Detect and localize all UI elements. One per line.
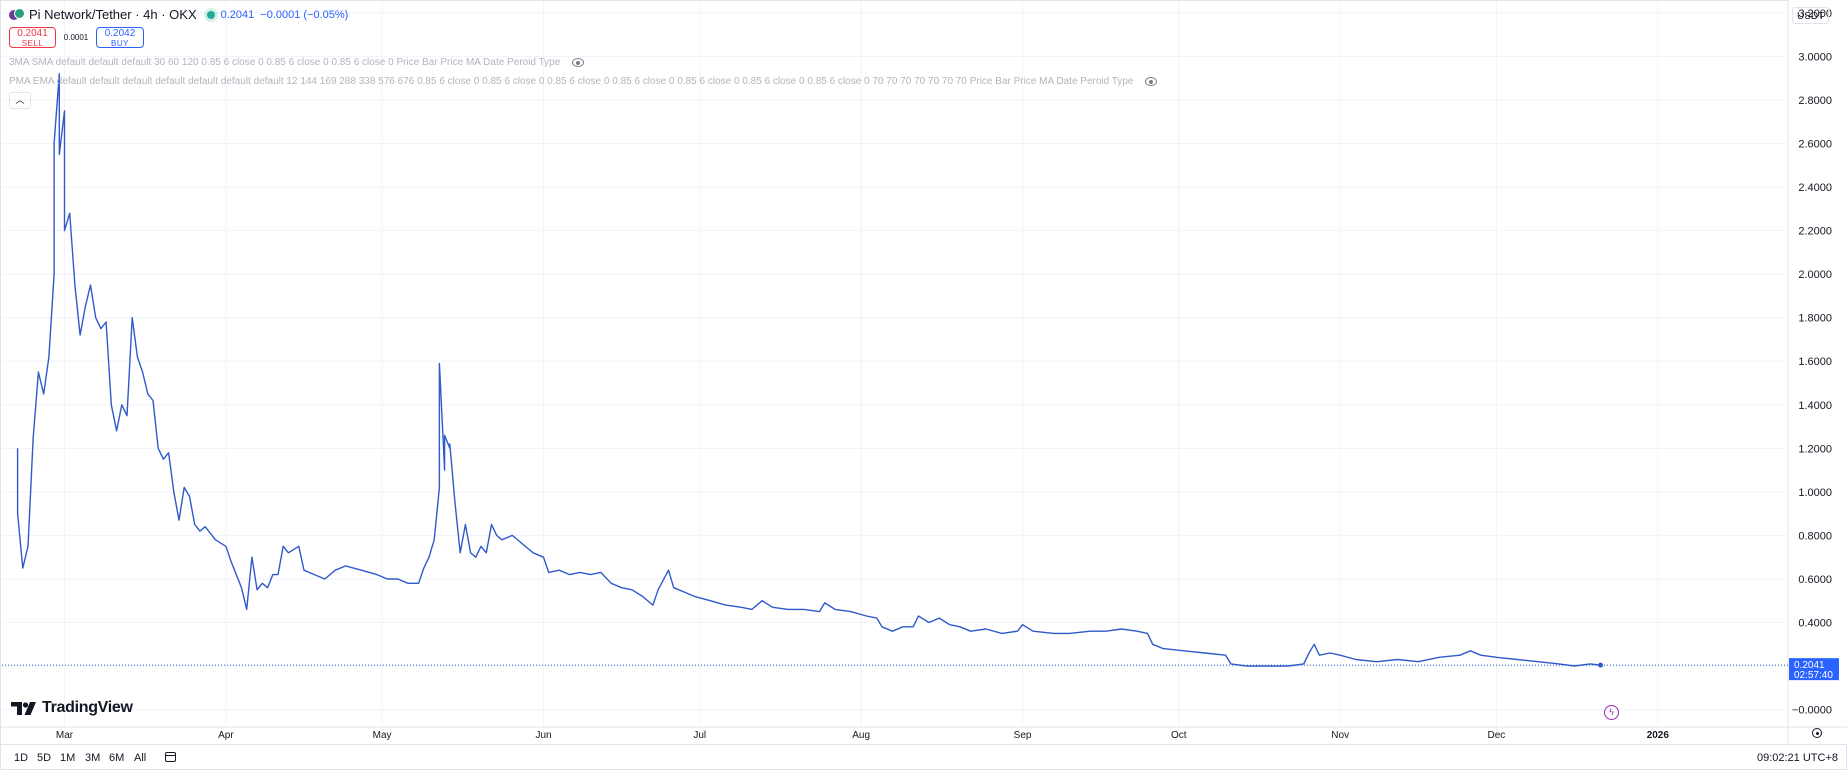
y-tick-label: 3.0000 <box>1798 51 1832 63</box>
clock-timezone[interactable]: 09:02:21 UTC+8 <box>1756 752 1838 764</box>
price-axis-area[interactable] <box>1788 0 1847 744</box>
chevron-down-icon: ⌄ <box>1818 13 1824 20</box>
sell-label: SELL <box>21 39 44 48</box>
x-tick-label: May <box>373 730 392 741</box>
y-tick-label: 1.4000 <box>1798 400 1832 412</box>
y-tick-label: 2.4000 <box>1798 182 1832 194</box>
currency-label: USDT <box>1797 11 1825 22</box>
x-tick-label: Mar <box>56 730 74 741</box>
y-tick-label: 2.8000 <box>1798 95 1832 107</box>
price-change: −0.0001 (−0.05%) <box>260 8 349 21</box>
y-tick-label: 1.2000 <box>1798 443 1832 455</box>
sell-price: 0.2041 <box>17 28 48 39</box>
calendar-icon[interactable] <box>165 752 176 762</box>
y-tick-label: 0.8000 <box>1798 530 1832 542</box>
brand-name: TradingView <box>42 699 133 716</box>
range-1m[interactable]: 1M <box>60 752 76 764</box>
range-3m[interactable]: 3M <box>85 752 101 764</box>
tradingview-logo[interactable]: TradingView <box>11 699 133 717</box>
currency-selector[interactable]: USDT ⌄ <box>1792 7 1829 24</box>
indicator-text: 3MA SMA default default default 30 60 12… <box>9 57 561 68</box>
x-tick-label: Oct <box>1171 730 1187 741</box>
symbol-legend: Pi Network/Tether · 4h · OKX 0.2041 −0.0… <box>9 7 348 22</box>
symbol-title[interactable]: Pi Network/Tether · 4h · OKX <box>29 7 197 22</box>
y-tick-label: 2.0000 <box>1798 269 1832 281</box>
x-tick-label: 2026 <box>1647 730 1670 741</box>
price-chart[interactable]: −0.00000.20000.40000.60000.80001.00001.2… <box>0 0 1847 744</box>
visibility-eye-icon[interactable] <box>572 58 585 67</box>
y-tick-label: 2.2000 <box>1798 226 1832 238</box>
indicator-legend-pma[interactable]: PMA EMA default default default default … <box>9 76 1158 87</box>
trade-buttons: 0.2041 SELL 0.0001 0.2042 BUY <box>9 27 144 48</box>
lightning-icon[interactable]: ϟ <box>1604 705 1619 720</box>
x-tick-label: Nov <box>1331 730 1349 741</box>
buy-button[interactable]: 0.2042 BUY <box>96 27 144 48</box>
bottom-toolbar: 1D 5D 1M 3M 6M All 09:02:21 UTC+8 <box>0 744 1847 771</box>
y-tick-label: 0.6000 <box>1798 574 1832 586</box>
tradingview-logo-icon <box>11 701 36 715</box>
x-tick-label: Jul <box>693 730 706 741</box>
chevron-up-icon: ︿ <box>15 95 25 105</box>
spread-value: 0.0001 <box>63 33 89 42</box>
range-6m[interactable]: 6M <box>109 752 125 764</box>
last-price-label: 0.2041 <box>1794 660 1825 671</box>
y-tick-label: 1.8000 <box>1798 313 1832 325</box>
bar-countdown-label: 02:57:40 <box>1794 670 1833 681</box>
x-tick-label: Jun <box>535 730 551 741</box>
y-tick-label: 2.6000 <box>1798 139 1832 151</box>
range-1d[interactable]: 1D <box>14 752 29 764</box>
x-tick-label: Sep <box>1014 730 1032 741</box>
collapse-legend-button[interactable]: ︿ <box>9 92 31 109</box>
buy-price: 0.2042 <box>104 28 136 39</box>
y-tick-label: 3.2000 <box>1798 8 1832 20</box>
last-price-label-box <box>1789 658 1839 681</box>
indicator-legend-3ma[interactable]: 3MA SMA default default default 30 60 12… <box>9 57 585 68</box>
last-price: 0.2041 <box>220 8 255 21</box>
y-tick-label: 0.4000 <box>1798 617 1832 629</box>
price-line-series[interactable] <box>16 73 1601 667</box>
range-5d[interactable]: 5D <box>37 752 52 764</box>
indicator-text: PMA EMA default default default default … <box>9 76 1134 87</box>
sell-button[interactable]: 0.2041 SELL <box>9 27 56 48</box>
x-tick-label: Apr <box>218 730 234 741</box>
y-tick-label: 1.0000 <box>1798 487 1832 499</box>
range-all[interactable]: All <box>134 752 147 764</box>
x-tick-label: Dec <box>1488 730 1506 741</box>
y-tick-label: −0.0000 <box>1792 705 1832 717</box>
x-tick-label: Aug <box>852 730 870 741</box>
visibility-eye-icon[interactable] <box>1145 77 1158 86</box>
buy-label: BUY <box>111 39 129 48</box>
market-open-status-icon <box>206 10 215 19</box>
chart-settings-icon[interactable] <box>1812 728 1822 738</box>
last-price-marker <box>1598 662 1604 668</box>
y-tick-label: 1.6000 <box>1798 356 1832 368</box>
pi-usdt-pair-icon <box>9 7 25 22</box>
